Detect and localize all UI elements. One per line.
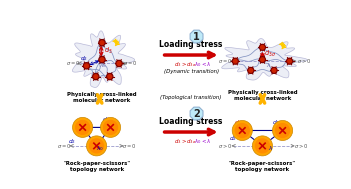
Text: Physically cross-linked
molecular network: Physically cross-linked molecular networ…	[227, 91, 297, 101]
Circle shape	[116, 60, 122, 67]
Circle shape	[104, 120, 118, 134]
Text: $d_2$: $d_2$	[229, 135, 237, 143]
Text: $\sigma$$>$$0$: $\sigma$$>$$0$	[294, 142, 309, 150]
Circle shape	[271, 67, 277, 73]
Circle shape	[261, 58, 264, 61]
Circle shape	[90, 139, 104, 153]
Circle shape	[235, 124, 249, 137]
Circle shape	[100, 58, 104, 61]
Text: $\lambda$: $\lambda$	[266, 61, 271, 69]
Circle shape	[288, 59, 291, 63]
Circle shape	[232, 58, 238, 64]
Text: $d_2$: $d_2$	[80, 54, 88, 63]
Text: $d_1$: $d_1$	[77, 117, 85, 126]
Circle shape	[261, 46, 264, 49]
Polygon shape	[72, 31, 135, 88]
Circle shape	[272, 69, 276, 72]
Polygon shape	[222, 39, 307, 80]
Text: $\sigma$$=$$0$: $\sigma$$=$$0$	[66, 60, 81, 67]
Polygon shape	[190, 30, 203, 43]
Text: Physically cross-linked
molecular network: Physically cross-linked molecular networ…	[67, 92, 137, 103]
Circle shape	[100, 41, 104, 45]
Circle shape	[117, 62, 121, 65]
Text: $d_3>d_{3\sigma}$: $d_3>d_{3\sigma}$	[173, 60, 196, 69]
Circle shape	[232, 120, 252, 140]
Text: $d_3$: $d_3$	[104, 45, 112, 56]
Text: "Rock-paper-scissors"
topology network: "Rock-paper-scissors" topology network	[229, 161, 296, 172]
Polygon shape	[190, 107, 203, 120]
Circle shape	[85, 64, 88, 68]
Circle shape	[259, 44, 265, 50]
Text: $d_3$: $d_3$	[102, 115, 110, 124]
Text: $\sigma$$=$$0$: $\sigma$$=$$0$	[218, 57, 232, 65]
Circle shape	[252, 136, 272, 156]
Text: $d_{3\sigma}$: $d_{3\sigma}$	[264, 49, 276, 59]
Text: $\sigma$$=$$0$: $\sigma$$=$$0$	[122, 142, 137, 150]
Text: (Dynamic transition): (Dynamic transition)	[164, 69, 219, 74]
Circle shape	[276, 124, 290, 137]
Circle shape	[86, 136, 107, 156]
Circle shape	[256, 139, 270, 153]
Text: $\lambda_0$: $\lambda_0$	[99, 61, 108, 70]
Circle shape	[287, 58, 292, 64]
Text: $\lambda$: $\lambda$	[267, 144, 273, 152]
Circle shape	[248, 67, 254, 73]
Circle shape	[249, 69, 253, 72]
Text: $d_2$: $d_2$	[68, 137, 76, 146]
Text: $\lambda_0<\lambda$: $\lambda_0<\lambda$	[194, 60, 211, 69]
Text: $\sigma$$>$$0$: $\sigma$$>$$0$	[218, 142, 232, 150]
Circle shape	[107, 74, 113, 80]
Circle shape	[99, 40, 105, 46]
Text: "Rock-paper-scissors"
topology network: "Rock-paper-scissors" topology network	[63, 161, 130, 172]
Text: $\sigma$$>$$0$: $\sigma$$>$$0$	[297, 57, 312, 65]
Text: 1: 1	[193, 32, 200, 42]
Text: $\lambda_0<\lambda$: $\lambda_0<\lambda$	[194, 137, 211, 146]
Text: $d_3>d_{3\sigma}$: $d_3>d_{3\sigma}$	[173, 137, 196, 146]
Circle shape	[76, 120, 90, 134]
Text: $\sigma$$=$$0$: $\sigma$$=$$0$	[57, 142, 71, 150]
Circle shape	[108, 75, 112, 78]
Text: $d_{3\sigma}$: $d_{3\sigma}$	[234, 118, 245, 127]
Circle shape	[99, 57, 105, 63]
Circle shape	[94, 75, 98, 78]
Text: 2: 2	[193, 108, 200, 119]
Circle shape	[272, 120, 293, 140]
Circle shape	[259, 57, 265, 63]
Circle shape	[93, 74, 99, 80]
Text: $\lambda_0$: $\lambda_0$	[97, 144, 105, 153]
Circle shape	[100, 117, 121, 137]
Text: $\sigma$$=$$0$: $\sigma$$=$$0$	[124, 60, 138, 67]
Text: Loading stress: Loading stress	[159, 117, 223, 126]
Circle shape	[73, 117, 93, 137]
Text: Loading stress: Loading stress	[159, 40, 223, 49]
Text: (Topological transition): (Topological transition)	[160, 95, 222, 100]
Circle shape	[233, 59, 237, 63]
Text: $d_{3\sigma}$: $d_{3\sigma}$	[272, 118, 284, 127]
Circle shape	[84, 63, 90, 69]
